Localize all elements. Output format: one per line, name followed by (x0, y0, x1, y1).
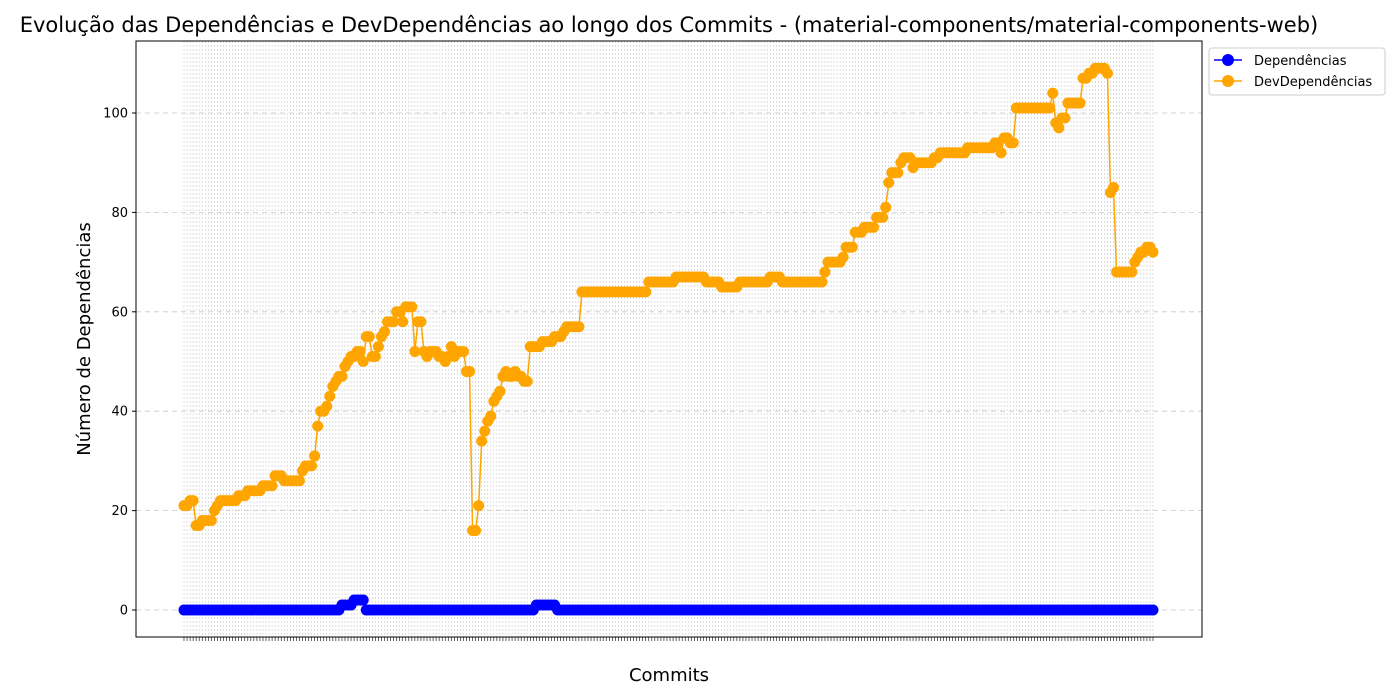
data-point-devdependencias (476, 435, 488, 447)
data-point-devdependencias (521, 375, 533, 387)
legend-label-devdependencias: DevDependências (1254, 75, 1372, 90)
y-axis-title: Número de Dependências (74, 222, 95, 456)
data-point-devdependencias (293, 475, 305, 487)
data-point-devdependencias (205, 515, 217, 527)
data-point-devdependencias (877, 211, 889, 223)
data-point-devdependencias (868, 221, 880, 233)
data-point-devdependencias (266, 480, 278, 492)
data-point-devdependencias (397, 316, 409, 328)
data-point-devdependencias (324, 390, 336, 402)
data-point-devdependencias (1101, 67, 1113, 79)
data-point-devdependencias (837, 251, 849, 263)
data-point-devdependencias (406, 301, 418, 313)
grid (136, 41, 1202, 637)
data-point-devdependencias (819, 266, 831, 278)
data-point-devdependencias (306, 460, 318, 472)
data-point-devdependencias (415, 316, 427, 328)
data-point-devdependencias (640, 286, 652, 298)
data-point-devdependencias (846, 241, 858, 253)
data-point-devdependencias (363, 331, 375, 343)
series-layer (178, 62, 1159, 616)
data-point-devdependencias (409, 346, 421, 358)
data-point-devdependencias (1044, 102, 1056, 114)
y-tick-label: 80 (111, 206, 128, 221)
data-point-devdependencias (464, 365, 476, 377)
chart-title: Evolução das Dependências e DevDependênc… (20, 13, 1319, 37)
data-point-devdependencias (372, 341, 384, 353)
y-tick-label: 100 (103, 107, 128, 122)
y-tick-label: 60 (111, 305, 128, 320)
data-point-devdependencias (1059, 112, 1071, 124)
data-point-devdependencias (816, 276, 828, 288)
data-point-devdependencias (312, 420, 324, 432)
y-tick-label: 40 (111, 405, 128, 420)
legend-item-devdependencias: DevDependências (1214, 75, 1372, 90)
data-point-devdependencias (1108, 182, 1120, 194)
legend-frame (1208, 47, 1386, 96)
data-point-devdependencias (457, 346, 469, 358)
data-point-devdependencias (336, 370, 348, 382)
series-dependencias (178, 594, 1159, 616)
series-devdependencias (178, 62, 1159, 536)
data-point-devdependencias (494, 385, 506, 397)
data-point-devdependencias (892, 167, 904, 179)
data-point-devdependencias (1007, 137, 1019, 149)
data-point-devdependencias (479, 425, 491, 437)
plot-area-frame (135, 40, 1203, 638)
data-point-devdependencias (1074, 97, 1086, 109)
legend-marker-devdependencias (1222, 75, 1234, 87)
data-point-devdependencias (369, 351, 381, 363)
legend-label-dependencias: Dependências (1254, 54, 1347, 69)
data-point-devdependencias (1126, 266, 1138, 278)
data-point-devdependencias (995, 147, 1007, 159)
data-point-devdependencias (1147, 246, 1159, 258)
data-point-devdependencias (485, 410, 497, 422)
data-point-devdependencias (187, 495, 199, 507)
data-point-devdependencias (880, 201, 892, 213)
data-point-devdependencias (883, 177, 895, 189)
legend-marker-dependencias (1222, 54, 1234, 66)
data-point-devdependencias (470, 524, 482, 536)
data-point-dependencias (357, 594, 369, 606)
data-point-devdependencias (309, 450, 321, 462)
data-point-devdependencias (321, 400, 333, 412)
x-axis (183, 637, 1154, 641)
data-point-devdependencias (388, 316, 400, 328)
data-point-devdependencias (357, 356, 369, 367)
data-point-devdependencias (1047, 87, 1059, 99)
legend: Dependências DevDependências (1208, 47, 1386, 96)
data-point-devdependencias (1053, 122, 1065, 134)
data-point-devdependencias (473, 500, 485, 512)
y-tick-label: 20 (111, 504, 128, 519)
y-axis: 0 20 40 60 80 100 (103, 107, 136, 619)
x-axis-title: Commits (629, 665, 709, 686)
legend-item-dependencias: Dependências (1214, 54, 1347, 69)
y-tick-label: 0 (120, 604, 128, 619)
data-point-devdependencias (573, 321, 585, 333)
data-point-devdependencias (354, 346, 366, 358)
data-point-devdependencias (378, 326, 390, 338)
data-point-dependencias (1147, 604, 1159, 616)
